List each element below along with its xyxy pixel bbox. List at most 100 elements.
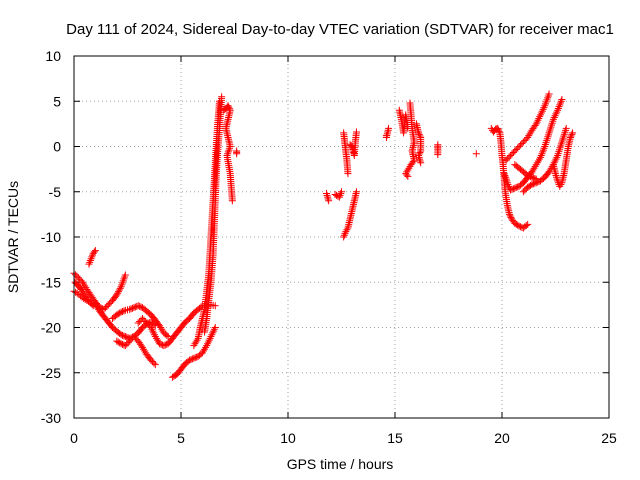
x-tick-label: 15 xyxy=(387,430,403,446)
data-point xyxy=(140,316,148,324)
data-point xyxy=(192,338,200,346)
data-point xyxy=(170,372,178,380)
data-point xyxy=(228,197,236,205)
data-point xyxy=(505,210,513,218)
series-track21 xyxy=(402,99,418,180)
data-point xyxy=(505,153,513,161)
data-point xyxy=(522,222,530,230)
data-point xyxy=(103,302,111,310)
data-point xyxy=(558,95,566,103)
data-point xyxy=(201,345,209,353)
data-point xyxy=(190,354,198,362)
data-point xyxy=(515,143,523,150)
data-point xyxy=(202,343,210,351)
data-point xyxy=(127,305,135,313)
data-point xyxy=(560,130,568,138)
data-point xyxy=(119,308,127,316)
series-track5 xyxy=(91,301,159,342)
data-point xyxy=(417,159,425,167)
y-tick-label: 0 xyxy=(53,139,61,155)
series-track16 xyxy=(340,129,352,178)
data-point xyxy=(519,138,527,146)
data-point xyxy=(144,320,152,328)
y-tick-label: 5 xyxy=(53,93,61,109)
data-point xyxy=(211,302,219,310)
series-track6 xyxy=(109,302,172,341)
data-point xyxy=(525,172,533,180)
data-point xyxy=(123,340,131,348)
data-point xyxy=(119,331,127,339)
data-point xyxy=(551,157,559,165)
y-tick-label: -10 xyxy=(41,229,61,245)
y-axis-label: SDTVAR / TECUs xyxy=(5,181,21,293)
data-point xyxy=(539,146,547,154)
data-point xyxy=(117,331,125,339)
data-point xyxy=(509,149,517,157)
data-point xyxy=(526,130,534,138)
data-point xyxy=(512,184,520,192)
series-track14 xyxy=(323,190,333,205)
data-point xyxy=(150,329,158,337)
data-point xyxy=(224,148,232,156)
data-point xyxy=(106,299,114,307)
data-point xyxy=(190,342,198,350)
series-track30 xyxy=(549,129,577,190)
data-point xyxy=(547,123,555,131)
data-point xyxy=(569,129,577,137)
data-point xyxy=(325,197,333,205)
data-point xyxy=(554,104,562,112)
data-point xyxy=(340,231,348,239)
series-track18 xyxy=(346,128,360,160)
data-point xyxy=(113,311,121,319)
data-point xyxy=(147,324,155,331)
data-point xyxy=(338,188,345,196)
data-point xyxy=(416,132,424,140)
data-point xyxy=(502,173,510,181)
data-point xyxy=(74,274,82,282)
data-point xyxy=(126,305,134,313)
data-point xyxy=(537,153,545,161)
data-point xyxy=(551,112,559,120)
data-point xyxy=(535,114,543,122)
y-tick-label: -5 xyxy=(49,184,62,200)
data-point xyxy=(84,295,92,303)
data-point xyxy=(141,317,149,325)
data-point xyxy=(554,106,562,114)
data-point xyxy=(205,336,213,344)
y-tick-label: -25 xyxy=(41,365,61,381)
data-point xyxy=(233,150,241,158)
data-point xyxy=(138,314,146,322)
data-point xyxy=(537,109,545,117)
data-point xyxy=(555,146,563,154)
y-tick-label: -15 xyxy=(41,274,61,290)
data-point xyxy=(116,309,124,317)
data-point xyxy=(528,181,536,189)
data-point xyxy=(211,324,219,331)
data-point xyxy=(534,178,542,186)
data-point xyxy=(518,223,526,231)
data-point xyxy=(517,141,525,149)
data-point xyxy=(553,173,561,181)
series-track7 xyxy=(113,333,159,369)
data-point xyxy=(524,133,532,141)
series-track17 xyxy=(340,188,360,241)
data-point xyxy=(524,183,532,191)
data-point xyxy=(539,148,547,156)
data-point xyxy=(209,329,217,337)
data-point xyxy=(210,325,218,333)
data-point xyxy=(160,342,168,350)
data-point xyxy=(568,130,576,138)
data-point xyxy=(143,319,151,327)
data-point xyxy=(494,124,502,132)
x-axis-label: GPS time / hours xyxy=(287,456,394,472)
data-point xyxy=(343,226,351,234)
data-point xyxy=(405,164,413,172)
data-point xyxy=(186,356,194,364)
data-point xyxy=(545,129,553,137)
data-point xyxy=(508,185,516,193)
data-point xyxy=(511,147,519,155)
data-point xyxy=(352,128,360,136)
data-point xyxy=(556,144,564,152)
data-point xyxy=(116,284,124,292)
data-point xyxy=(415,129,423,137)
